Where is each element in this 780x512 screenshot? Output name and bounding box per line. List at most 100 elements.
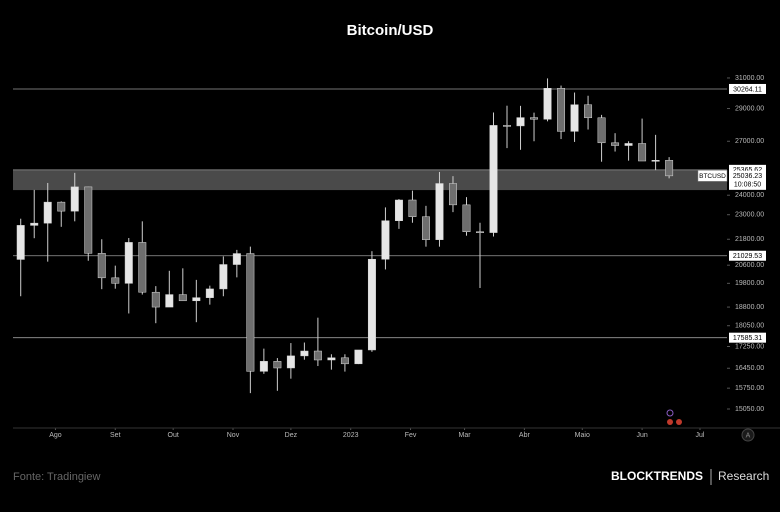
support-zone: [13, 169, 727, 191]
brand-section: Research: [718, 469, 769, 483]
auto-scale-icon: A: [746, 432, 751, 439]
y-tick-label: 29000.00: [735, 105, 764, 112]
x-tick-label: Maio: [575, 432, 590, 439]
candle-body: [246, 253, 255, 372]
y-tick-label: 15050.00: [735, 406, 764, 413]
candle-body: [57, 201, 66, 212]
price-level-tag: [729, 83, 766, 94]
candle-body: [638, 143, 647, 162]
y-tick-label: 17250.00: [735, 343, 764, 350]
countdown-label: 10:08:50: [734, 182, 761, 189]
x-tick-label: Ago: [49, 432, 62, 439]
candle-body: [273, 361, 282, 369]
candle-body: [624, 143, 633, 146]
x-tick-label: Jun: [636, 432, 647, 439]
price-level-label: 30264.11: [733, 86, 762, 93]
y-tick-label: 18800.00: [735, 304, 764, 311]
candle-body: [354, 349, 363, 365]
y-tick-label: 18050.00: [735, 323, 764, 330]
x-tick-label: Abr: [519, 432, 531, 439]
candle-body: [178, 294, 187, 302]
y-tick-label: 23000.00: [735, 212, 764, 219]
x-tick-label: Jul: [696, 432, 705, 439]
x-tick-label: Dez: [285, 432, 298, 439]
y-tick-label: 15750.00: [735, 385, 764, 392]
candle-body: [421, 216, 430, 240]
candle-body: [124, 242, 133, 284]
price-level-label: 17585.31: [733, 335, 762, 342]
candle-body: [259, 361, 268, 372]
x-tick-label: Mar: [459, 432, 472, 439]
candle-body: [205, 288, 214, 298]
candle-body: [435, 183, 444, 240]
x-tick-label: 2023: [343, 432, 359, 439]
candle-body: [462, 204, 471, 233]
x-tick-label: Fev: [405, 432, 417, 439]
candle-body: [408, 199, 417, 217]
candle-body: [367, 258, 376, 351]
candle-body: [286, 355, 295, 369]
candle-body: [192, 297, 201, 302]
price-level-label: 25365.62: [733, 167, 762, 174]
last-price-tag: [729, 170, 766, 190]
y-tick-label: 27000.00: [735, 138, 764, 145]
x-tick-label: Set: [110, 432, 121, 439]
candle-body: [530, 117, 538, 120]
x-tick-label: Out: [168, 432, 179, 439]
axis-layer: 31000.00 29000.00 27000.00 24000.00 23000.00…: [49, 75, 766, 439]
price-level-tag: [729, 164, 766, 175]
zone-layer: [13, 169, 727, 191]
candle-body: [557, 88, 566, 132]
candle-body: [503, 125, 511, 127]
candle-body: [70, 186, 79, 212]
candle-body: [165, 294, 174, 308]
candle-body: [394, 199, 403, 221]
chart-title: Bitcoin/USD: [347, 22, 434, 39]
candle-body: [543, 88, 552, 120]
price-level-tag: [729, 250, 766, 261]
candle-body: [313, 350, 322, 361]
auto-scale-button[interactable]: [741, 428, 755, 442]
y-tick-label: 20600.00: [735, 262, 764, 269]
symbol-label: BTCUSD: [699, 173, 726, 180]
candle-body: [138, 242, 147, 293]
candle-body: [651, 160, 660, 162]
candle-body: [300, 350, 309, 357]
candle-body: [327, 357, 336, 361]
candle-body: [597, 117, 606, 144]
y-tick-label: 21800.00: [735, 236, 764, 243]
source: Fonte: Tradingiew: [13, 471, 100, 483]
candle-body: [151, 291, 160, 308]
price-level-tag: [729, 332, 766, 343]
candle-body: [97, 253, 106, 279]
candle-body: [584, 104, 593, 119]
candle-body: [340, 357, 349, 365]
candle-body: [489, 125, 498, 233]
last-price-label: 25036.23: [733, 173, 762, 180]
brand: BLOCKTRENDS: [611, 469, 703, 483]
candle-body: [476, 231, 484, 234]
candle-layer: [16, 78, 674, 394]
event-icon: [667, 419, 673, 425]
candle-body: [570, 104, 579, 132]
candle-body: [219, 264, 228, 290]
y-tick-label: 31000.00: [735, 75, 764, 82]
candle-body: [516, 117, 525, 127]
x-tick-label: Nov: [227, 432, 240, 439]
candle-body: [611, 142, 620, 146]
symbol-tag: [697, 170, 728, 182]
y-tick-label: 16450.00: [735, 365, 764, 372]
y-tick-label: 19800.00: [735, 280, 764, 287]
candle-body: [665, 160, 674, 177]
candle-body: [84, 186, 93, 254]
candle-body: [111, 277, 120, 284]
event-icon: [676, 419, 682, 425]
event-icon: [666, 409, 674, 417]
candle-body: [16, 225, 25, 260]
candle-body: [232, 253, 241, 265]
candle-body: [43, 201, 52, 224]
candle-body: [449, 183, 457, 206]
candle-body: [381, 220, 390, 260]
price-level-label: 21029.53: [733, 253, 762, 260]
